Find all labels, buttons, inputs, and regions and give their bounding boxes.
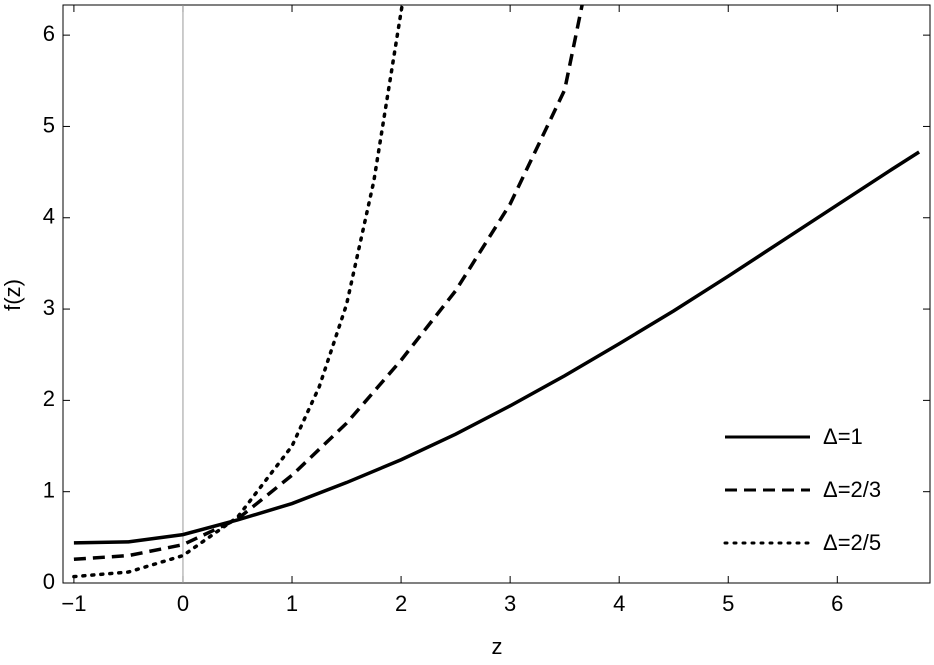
- legend-label: Δ=1: [823, 424, 863, 449]
- x-tick-label: 6: [831, 591, 843, 616]
- series-line: [73, 5, 584, 562]
- y-tick-label: 2: [43, 386, 55, 411]
- y-tick-label: 0: [43, 569, 55, 594]
- legend-label: Δ=2/3: [823, 477, 881, 502]
- plot-frame: [62, 4, 931, 584]
- y-tick-label: 6: [43, 21, 55, 46]
- y-tick-label: 5: [43, 112, 55, 137]
- series-line: [73, 150, 921, 545]
- series-line: [72, 5, 404, 579]
- y-tick-label: 4: [43, 204, 55, 229]
- y-axis-label: f(z): [0, 279, 25, 311]
- legend-label: Δ=2/5: [823, 530, 881, 555]
- y-tick-label: 3: [43, 295, 55, 320]
- y-tick-label: 1: [43, 478, 55, 503]
- x-tick-label: 0: [177, 591, 189, 616]
- x-axis-label: z: [492, 634, 503, 659]
- x-tick-label: 3: [504, 591, 516, 616]
- x-tick-label: 1: [286, 591, 298, 616]
- x-tick-label: 2: [395, 591, 407, 616]
- x-tick-label: 4: [613, 591, 625, 616]
- x-tick-label: 5: [722, 591, 734, 616]
- x-tick-label: −1: [61, 591, 86, 616]
